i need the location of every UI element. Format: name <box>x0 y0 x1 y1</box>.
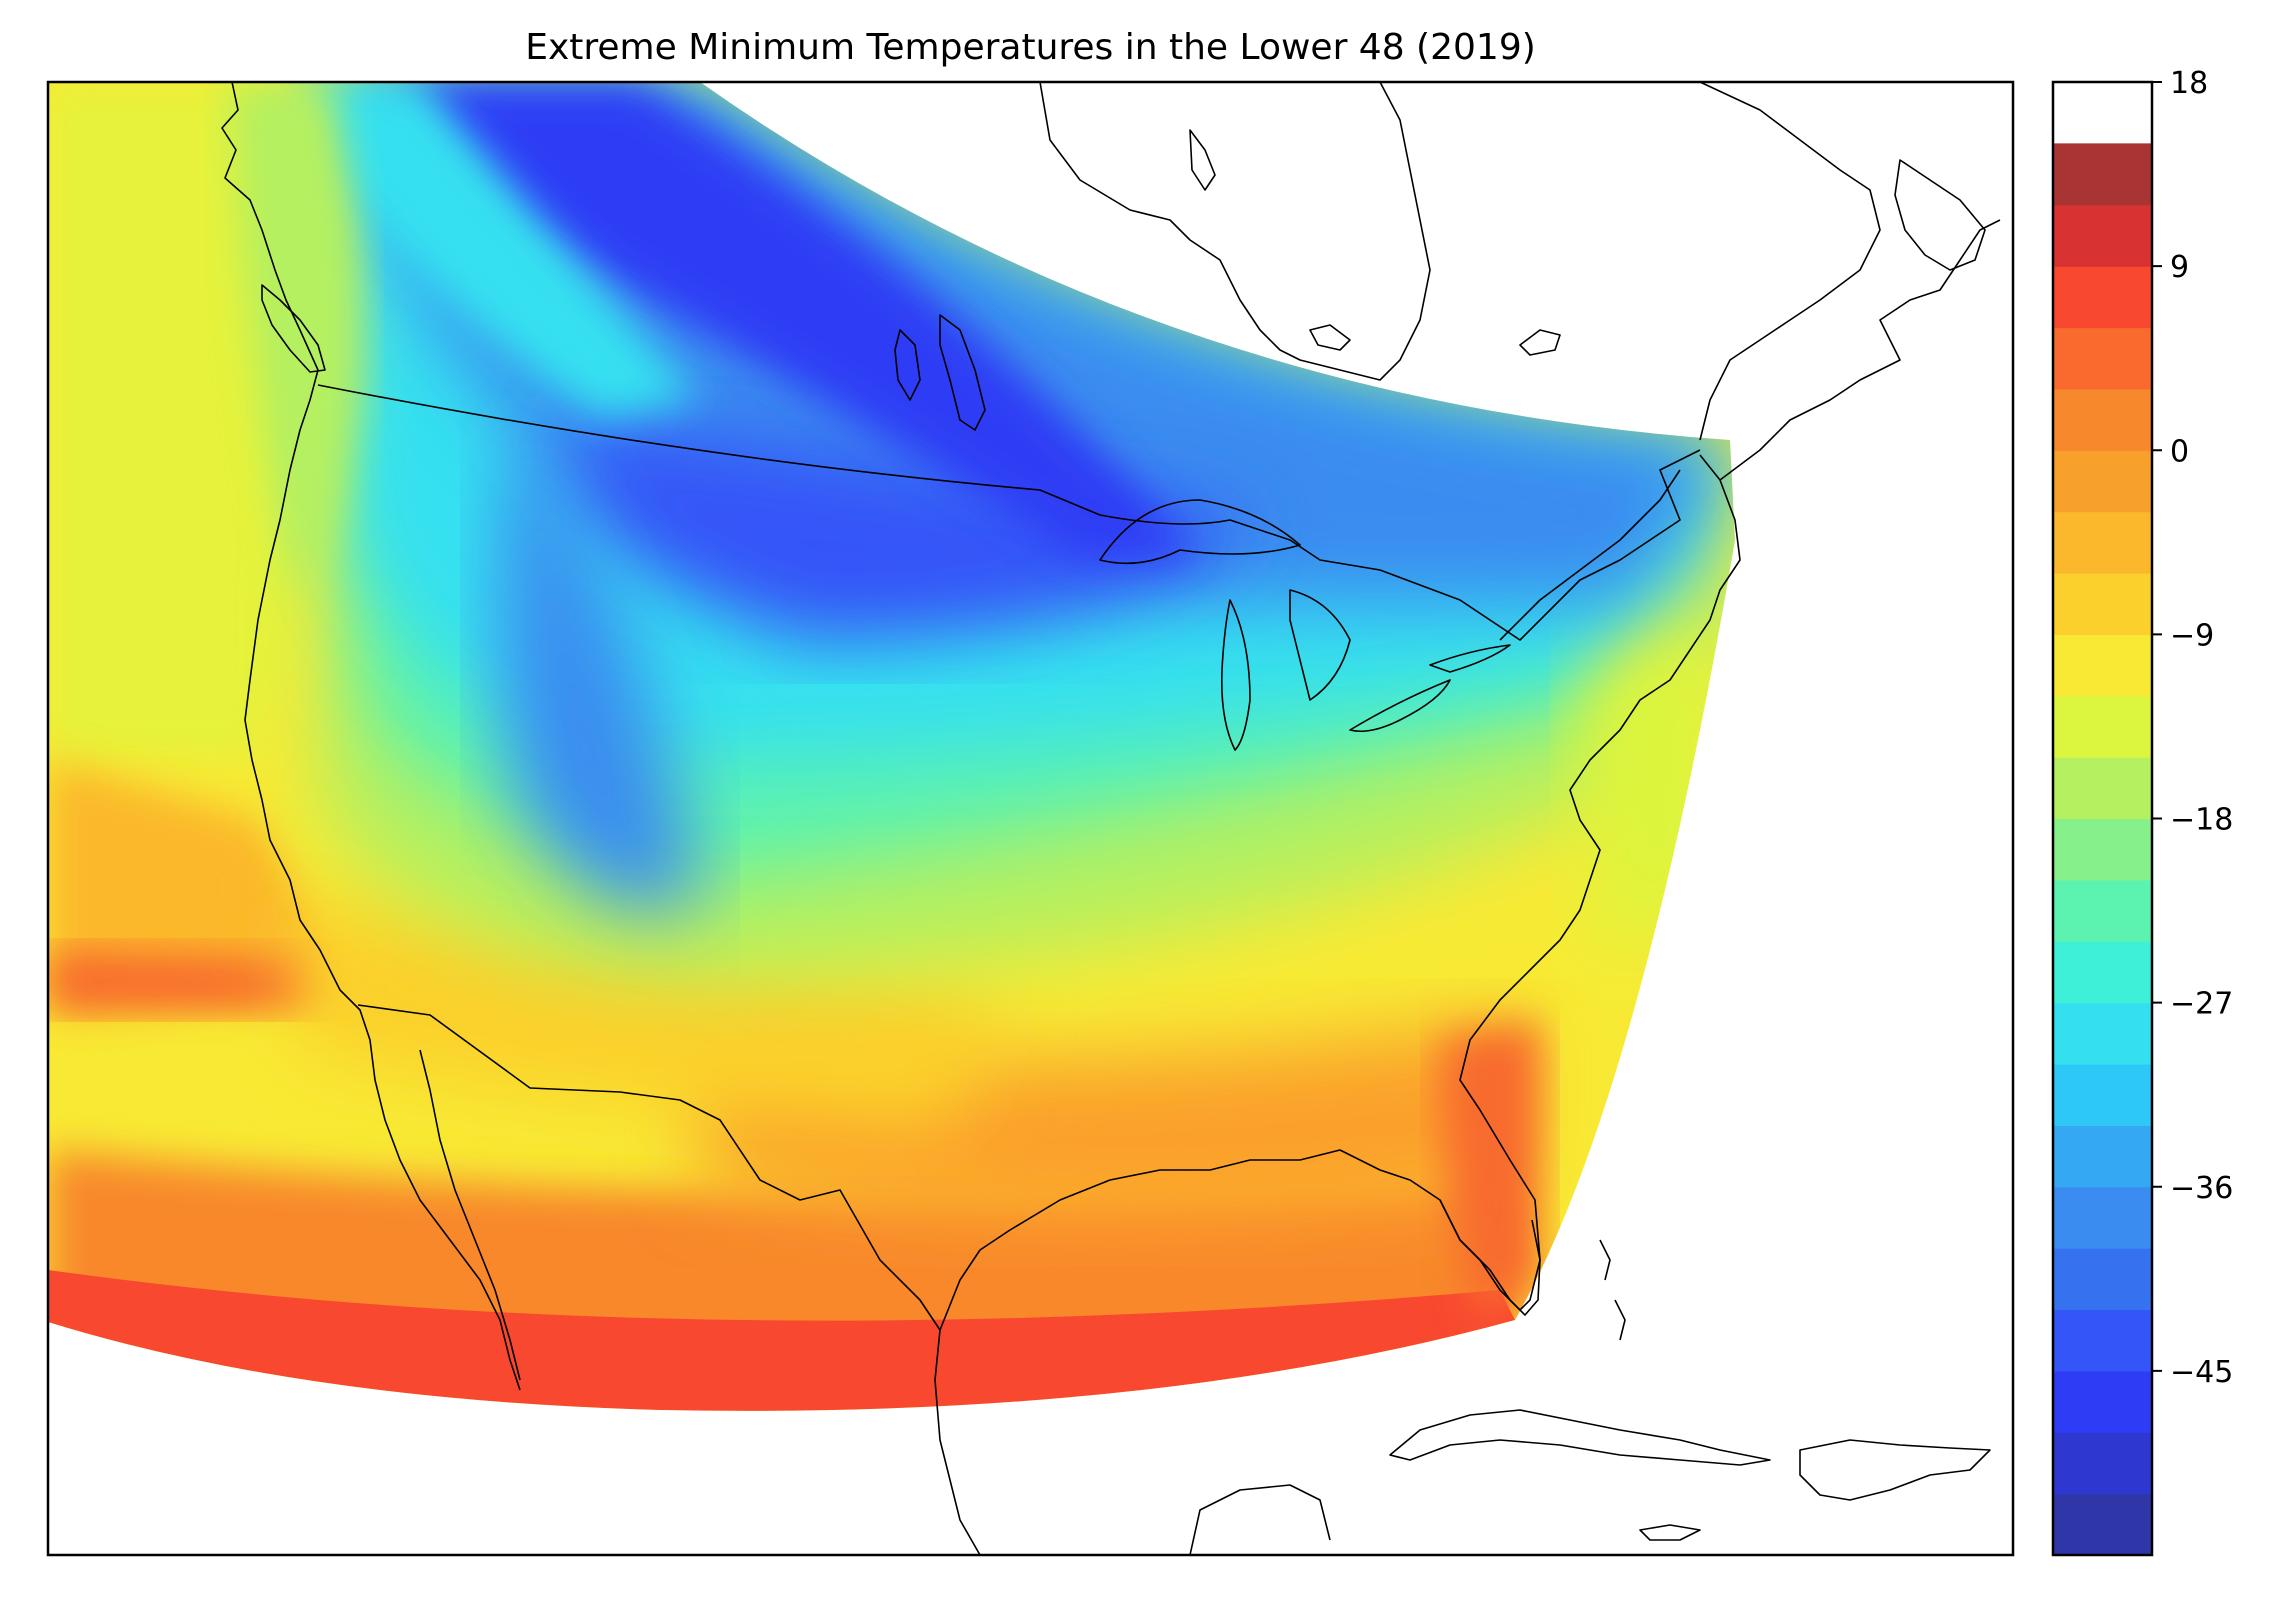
colorbar-tick-label: −18 <box>2170 803 2233 838</box>
colorbar-segment <box>2053 1002 2152 1065</box>
lake-michigan <box>1220 599 1251 751</box>
field-south-red <box>48 1270 1515 1411</box>
colorbar-segment <box>2053 1064 2152 1126</box>
canada-lakes-4 <box>1309 324 1351 351</box>
st-lawrence <box>1499 469 1681 641</box>
hispaniola <box>1799 1439 1991 1501</box>
field-canada-cyan-band <box>300 82 700 420</box>
colorbar-tick-label: 18 <box>2170 66 2208 101</box>
field-canada-cold-band <box>400 82 1200 560</box>
colorbar-tick-label: 9 <box>2170 250 2189 285</box>
vancouver-island <box>261 284 326 373</box>
colorbar-segment <box>2053 695 2152 758</box>
colorbar-segment <box>2053 818 2152 881</box>
florida-peninsula <box>1439 1199 1541 1316</box>
colorbar-segment <box>2053 327 2152 390</box>
colorbar-ticks: 18 9 0 −9 −18 −27 −36 −45 <box>2152 66 2233 1390</box>
colorbar-tick-label: −9 <box>2170 618 2214 653</box>
canada-lakes-2 <box>894 329 921 401</box>
colorbar-segment <box>2053 1125 2152 1188</box>
colorbar-segment <box>2053 1493 2152 1556</box>
colorbar-tick-label: −45 <box>2170 1355 2233 1390</box>
colorbar-segment <box>2053 1370 2152 1433</box>
map-frame-border <box>46 80 2015 1557</box>
colorbar-segments <box>2053 143 2152 1556</box>
us-canada-border <box>317 384 1701 641</box>
canada-lakes-1 <box>939 314 986 431</box>
field-pacific-red <box>48 950 320 1010</box>
newfoundland <box>1894 159 1986 271</box>
pacific-coastline <box>221 81 521 1391</box>
gulf-coastline <box>939 1149 1541 1331</box>
colorbar-segment <box>2053 757 2152 820</box>
colorbar-segment <box>2053 388 2152 451</box>
colorbar-segment <box>2053 204 2152 267</box>
jamaica <box>1639 1524 1701 1541</box>
colorbar-segment <box>2053 1248 2152 1311</box>
colorbar-tick-label: 0 <box>2170 434 2189 469</box>
field-northern-plains-darkblue <box>560 420 1260 640</box>
cuba <box>1389 1409 1771 1466</box>
temperature-field <box>48 82 1735 1411</box>
colorbar-segment <box>2053 941 2152 1004</box>
lake-superior <box>1099 499 1301 565</box>
lake-erie <box>1349 679 1451 733</box>
mexico-east-coast <box>934 1329 981 1556</box>
lake-ontario <box>1429 644 1511 673</box>
canada-maritimes <box>1719 219 2001 481</box>
colorbar-segment <box>2053 450 2152 513</box>
atlantic-coastline <box>1459 454 1741 1261</box>
colorbar-segment <box>2053 266 2152 329</box>
colorbar-tick-label: −27 <box>2170 987 2233 1022</box>
map-title: Extreme Minimum Temperatures in the Lowe… <box>525 27 1536 68</box>
field-rockies-blue <box>500 420 700 909</box>
colorbar-segment <box>2053 1186 2152 1249</box>
colorbar-segment <box>2053 879 2152 942</box>
gulf-of-california-coast <box>419 1049 521 1381</box>
yucatan <box>1189 1484 1331 1556</box>
colorbar-tick-label: −36 <box>2170 1171 2233 1206</box>
colorbar-segment <box>2053 1432 2152 1495</box>
colorbar-segment <box>2053 573 2152 635</box>
coastlines <box>221 81 2001 1556</box>
colorbar-segment <box>2053 143 2152 206</box>
colorbar: 18 9 0 −9 −18 −27 −36 −45 <box>2051 66 2233 1557</box>
labrador-coast <box>1699 81 1881 441</box>
hudson-bay-coast <box>1039 81 1431 381</box>
canada-lakes-3 <box>1189 129 1216 191</box>
bahamas <box>1599 1239 1626 1341</box>
colorbar-segment <box>2053 511 2152 574</box>
lake-huron <box>1289 589 1351 701</box>
us-mexico-border <box>357 1004 941 1331</box>
colorbar-segment <box>2053 1309 2152 1372</box>
field-southwest-yellow <box>300 900 1000 1130</box>
canada-lakes-5 <box>1519 329 1561 356</box>
field-pnw-strip <box>230 82 358 600</box>
colorbar-segment <box>2053 634 2152 697</box>
